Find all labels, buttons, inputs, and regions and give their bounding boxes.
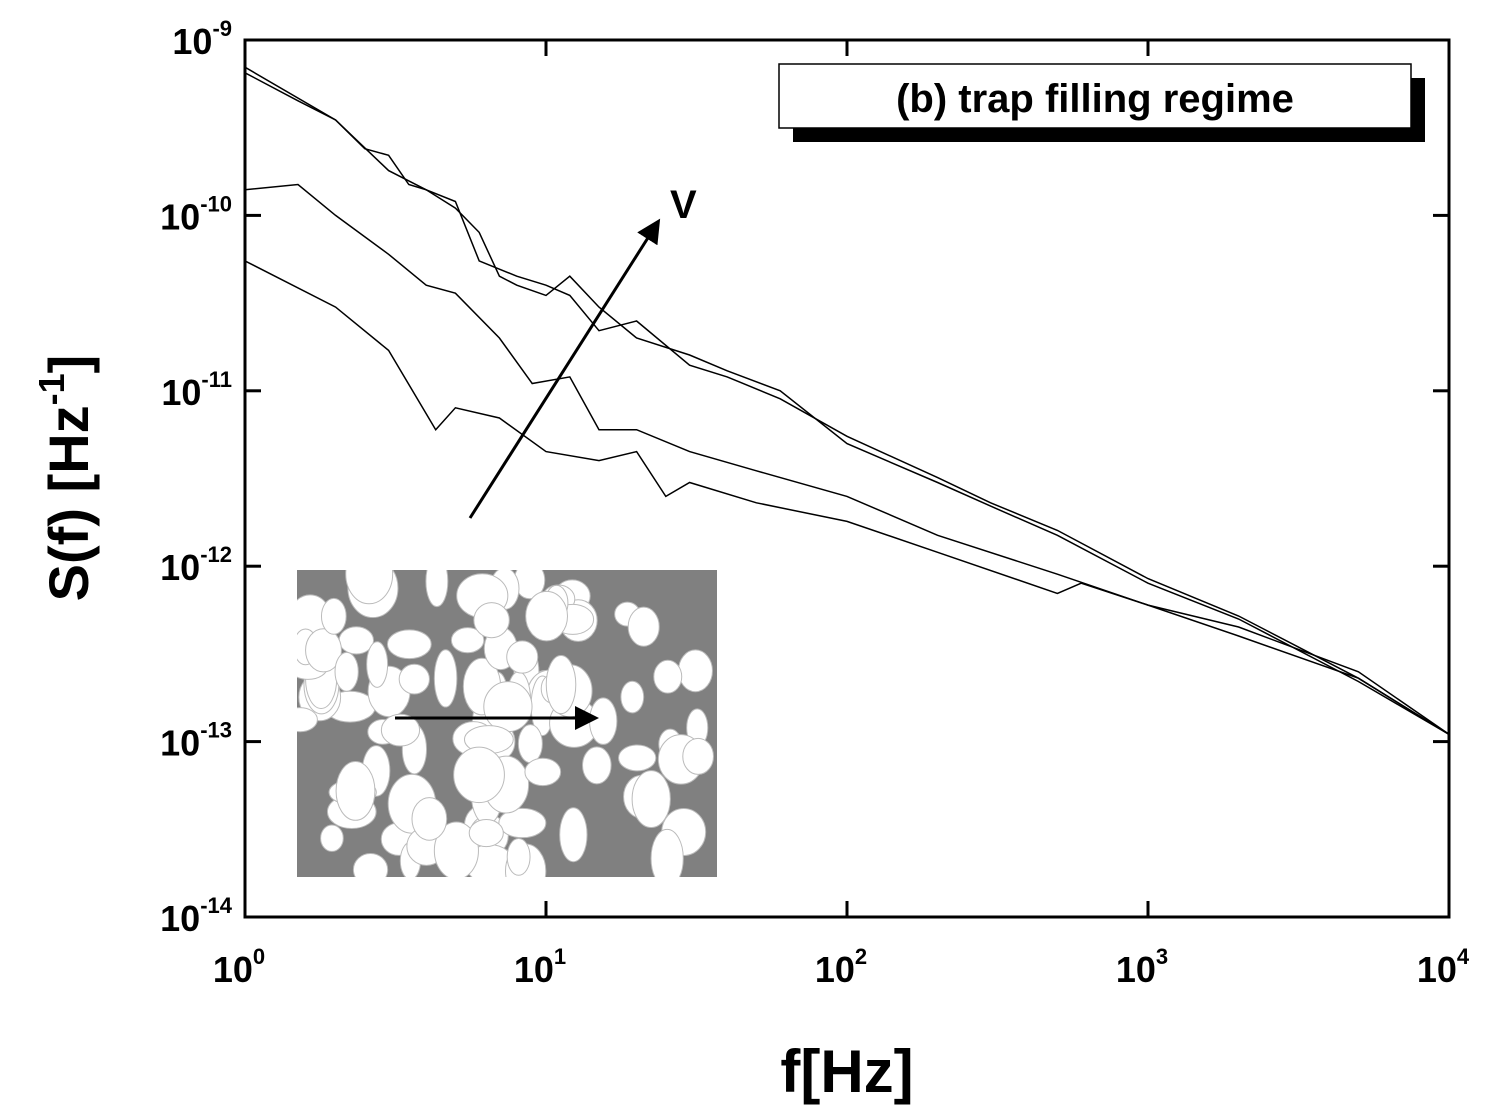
y-tick-base: 10 — [160, 196, 200, 237]
x-tick-exp: 4 — [1457, 944, 1470, 969]
series-line — [244, 72, 1450, 735]
y-tick-exp: -14 — [200, 893, 233, 918]
x-tick-base: 10 — [1417, 949, 1457, 990]
y-title-suffix: ] — [37, 355, 100, 374]
y-tick-label: 10-13 — [160, 718, 232, 764]
x-tick-label: 104 — [1417, 944, 1470, 990]
annotation: V — [670, 183, 697, 227]
y-tick-exp: -11 — [201, 367, 232, 392]
y-tick-label: 10-14 — [160, 893, 233, 939]
x-tick-base: 10 — [213, 949, 253, 990]
y-title-main: S(f) [Hz — [37, 405, 100, 601]
y-tick-label: 10-12 — [160, 542, 232, 588]
series-line — [244, 260, 1450, 735]
y-tick-base: 10 — [160, 547, 200, 588]
x-axis-title: f[Hz] — [780, 1038, 913, 1105]
x-tick-exp: 3 — [1156, 944, 1168, 969]
x-tick-exp: 0 — [253, 944, 265, 969]
x-tick-label: 102 — [815, 944, 867, 990]
x-tick-base: 10 — [815, 949, 855, 990]
y-tick-label: 10-9 — [172, 16, 232, 62]
y-tick-label: 10-10 — [160, 191, 232, 237]
x-tick-base: 10 — [514, 949, 554, 990]
series-lines — [244, 66, 1450, 735]
x-tick-base: 10 — [1116, 949, 1156, 990]
x-tick-exp: 1 — [554, 944, 566, 969]
trend-arrow — [468, 218, 661, 519]
y-tick-base: 10 — [160, 723, 200, 764]
legend-box — [778, 63, 1412, 129]
x-tick-exp: 2 — [855, 944, 867, 969]
y-tick-base: 10 — [160, 898, 200, 939]
y-tick-exp: -10 — [200, 191, 232, 216]
x-tick-label: 103 — [1116, 944, 1168, 990]
y-axis-title: S(f) [Hz-1] — [31, 355, 100, 602]
legend-text: (b) trap filling regime — [896, 77, 1294, 121]
y-tick-exp: -13 — [200, 718, 232, 743]
inset — [297, 570, 717, 877]
y-tick-label: 10-11 — [161, 367, 232, 413]
y-tick-exp: -9 — [212, 16, 232, 41]
y-tick-base: 10 — [161, 372, 201, 413]
series-line — [244, 66, 1450, 735]
x-tick-label: 100 — [213, 944, 265, 990]
x-tick-label: 101 — [514, 944, 566, 990]
y-title-sup: -1 — [31, 373, 72, 405]
y-tick-exp: -12 — [200, 542, 232, 567]
y-tick-base: 10 — [172, 21, 212, 62]
